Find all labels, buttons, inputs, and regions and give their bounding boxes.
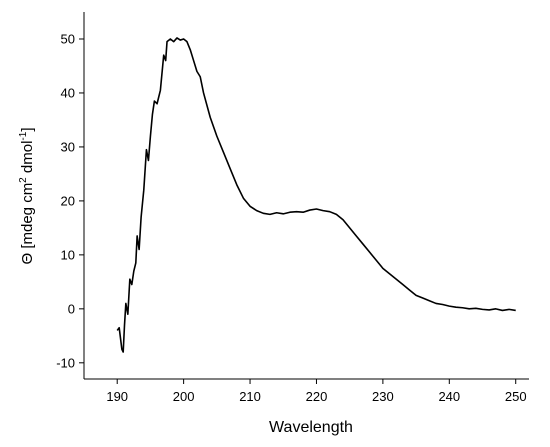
y-tick-label: 20 <box>61 193 75 208</box>
y-tick-label: 50 <box>61 31 75 46</box>
y-axis-title-mid: dmol <box>19 141 36 178</box>
plot-area <box>116 37 516 353</box>
y-tick-label: 40 <box>61 85 75 100</box>
x-ticks: 190 200 210 220 230 240 250 <box>106 379 527 404</box>
x-axis-title: Wavelength <box>269 419 353 436</box>
x-tick-label: 230 <box>372 389 394 404</box>
x-tick-label: 250 <box>505 389 527 404</box>
x-tick-label: 220 <box>306 389 328 404</box>
x-tick-label: 240 <box>438 389 460 404</box>
y-axis-title-sup1: 2 <box>18 177 29 183</box>
y-axis-title-end: ] <box>19 127 36 131</box>
y-axis-title-main: Θ [mdeg cm <box>19 183 36 265</box>
y-ticks: -10 0 10 20 30 40 50 <box>56 31 84 370</box>
y-tick-label: -10 <box>56 355 75 370</box>
x-tick-label: 190 <box>106 389 128 404</box>
x-tick-label: 200 <box>173 389 195 404</box>
series-line <box>116 37 516 353</box>
y-axis-title-sup2: -1 <box>18 131 29 140</box>
x-tick-label: 210 <box>239 389 261 404</box>
y-tick-label: 30 <box>61 139 75 154</box>
y-tick-label: 10 <box>61 247 75 262</box>
y-axis-title: Θ [mdeg cm2 dmol-1] <box>18 127 36 264</box>
y-tick-label: 0 <box>68 301 75 316</box>
